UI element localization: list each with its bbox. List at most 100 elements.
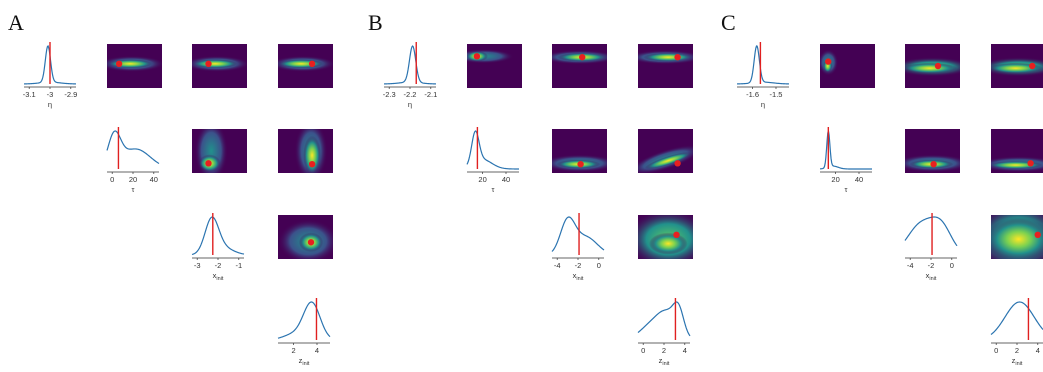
joint-density-panel [278, 215, 333, 259]
axis-label-subscript: init [929, 276, 937, 282]
joint-density-panel [552, 44, 607, 88]
axis-label-subscript: init [1015, 361, 1023, 367]
density-blob [194, 129, 228, 173]
axis-label-x_init: xinit [573, 271, 584, 282]
marginal-density-curve-x_init [191, 216, 245, 256]
axis-label-subscript: init [662, 361, 670, 367]
axis-label-tau: τ [845, 185, 848, 194]
density-blob [643, 52, 693, 62]
marginal-density-curve-tau [466, 130, 520, 170]
true-parameter-dot [115, 60, 123, 67]
tick-label-z_init: 0 [641, 346, 645, 355]
joint-density-panel [991, 129, 1043, 173]
true-parameter-dot [1034, 231, 1041, 238]
joint-density-panel [192, 44, 247, 88]
true-parameter-dot [307, 239, 315, 246]
tick-label-x_init: -2 [575, 261, 582, 270]
axis-label-eta: η [761, 100, 765, 109]
marginal-density-curve-z_init [637, 301, 691, 337]
tick-label-tau: 0 [110, 175, 114, 184]
true-parameter-dot [308, 161, 316, 168]
axis-label-symbol: τ [845, 185, 848, 194]
tick-label-z_init: 4 [1036, 346, 1040, 355]
tick-label-tau: 40 [855, 175, 863, 184]
joint-density-panel [467, 44, 522, 88]
tick-label-eta: -3 [47, 90, 54, 99]
density-blob [303, 135, 321, 173]
tick-label-x_init: -4 [554, 261, 561, 270]
panel-label: C [721, 10, 736, 35]
joint-density-panel [638, 44, 693, 88]
true-parameter-dot [308, 60, 316, 67]
density-blob [649, 232, 688, 255]
axis-label-x_init: xinit [926, 271, 937, 282]
axis-label-symbol: z [1012, 356, 1016, 365]
tick-label-eta: -2.3 [383, 90, 396, 99]
joint-density-panel [278, 44, 333, 88]
axis-label-subscript: init [216, 276, 224, 282]
tick-label-tau: 20 [478, 175, 486, 184]
tick-label-eta: -2.2 [404, 90, 417, 99]
true-parameter-dot [934, 62, 942, 70]
axis-label-z_init: zinit [299, 356, 310, 367]
tick-label-x_init: -3 [194, 261, 201, 270]
true-parameter-dot [205, 60, 212, 67]
density-blob [905, 62, 958, 74]
tick-label-eta: -2.9 [64, 90, 77, 99]
tick-label-eta: -1.6 [746, 90, 759, 99]
marginal-density-curve-tau [106, 130, 160, 165]
marginal-density-curve-eta [383, 45, 437, 85]
tick-label-x_init: 0 [950, 261, 954, 270]
joint-density-panel [991, 215, 1043, 259]
tick-label-z_init: 2 [1015, 346, 1019, 355]
axis-label-tau: τ [132, 185, 135, 194]
joint-density-panel [192, 129, 247, 173]
tick-label-eta: -3.1 [23, 90, 36, 99]
joint-density-panel [820, 44, 875, 88]
tick-label-tau: 20 [129, 175, 137, 184]
axis-label-x_init: xinit [213, 271, 224, 282]
density-blob [991, 217, 1043, 259]
true-parameter-dot [930, 161, 937, 168]
tick-label-z_init: 4 [683, 346, 687, 355]
tick-label-eta: -2.1 [424, 90, 437, 99]
axis-label-symbol: η [48, 100, 52, 109]
true-parameter-dot [825, 58, 832, 65]
axis-label-subscript: init [302, 361, 310, 367]
axis-label-symbol: τ [132, 185, 135, 194]
axis-label-symbol: x [926, 271, 930, 280]
true-parameter-dot [473, 53, 481, 60]
marginal-density-curve-eta [736, 45, 790, 85]
true-parameter-dot [1029, 62, 1036, 70]
true-parameter-dot [1027, 160, 1034, 167]
axis-label-symbol: η [761, 100, 765, 109]
tick-label-tau: 20 [831, 175, 839, 184]
true-parameter-dot [674, 160, 681, 167]
axis-label-symbol: τ [492, 185, 495, 194]
true-parameter-dot [577, 161, 584, 168]
axis-label-symbol: z [299, 356, 303, 365]
true-parameter-dot [673, 231, 680, 238]
tick-label-tau: 40 [150, 175, 158, 184]
tick-label-x_init: -2 [215, 261, 222, 270]
density-blob [278, 59, 325, 69]
tick-label-z_init: 2 [662, 346, 666, 355]
true-parameter-dot [579, 54, 586, 61]
joint-density-panel [107, 44, 162, 88]
joint-density-panel [638, 215, 693, 259]
axis-label-subscript: init [576, 276, 584, 282]
axis-label-symbol: z [659, 356, 663, 365]
marginal-density-curve-z_init [990, 301, 1043, 335]
joint-density-panel [638, 129, 693, 173]
joint-density-panel [905, 44, 960, 88]
tick-label-x_init: 0 [597, 261, 601, 270]
axis-label-symbol: x [573, 271, 577, 280]
tick-label-eta: -1.5 [770, 90, 783, 99]
density-blob [991, 161, 1043, 170]
tick-label-x_init: -4 [907, 261, 914, 270]
true-parameter-dot [674, 54, 681, 61]
